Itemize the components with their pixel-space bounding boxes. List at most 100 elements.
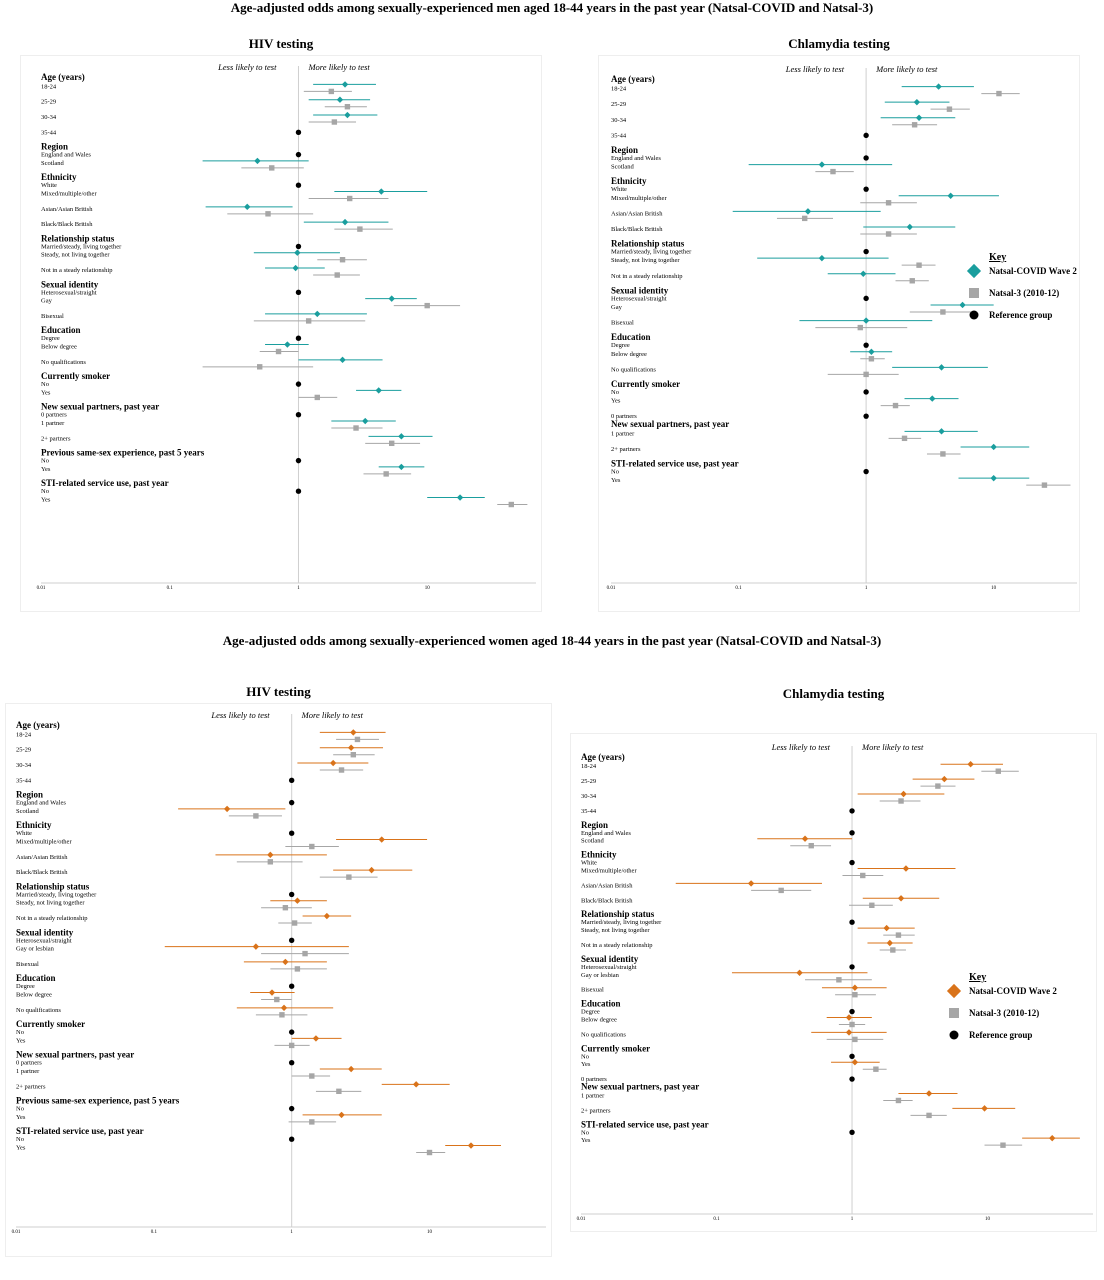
covid-point (467, 1142, 475, 1149)
covid-point (897, 895, 905, 902)
square-icon (963, 285, 985, 301)
reference-category-label: White (16, 830, 32, 837)
group-label: New sexual partners, past year (581, 1081, 699, 1091)
covid-point (804, 208, 812, 215)
covid-point (268, 989, 276, 996)
x-tick-label: 0.1 (167, 586, 174, 591)
x-tick-label: 1 (297, 586, 300, 591)
reference-category-label: Married/steady, living together (611, 249, 692, 256)
women-hiv-chart: Less likely to test More likely to test 0.… (12, 710, 546, 1235)
row-label: Steady, not living together (41, 252, 110, 259)
less-likely-annotation: Less likely to test (771, 742, 831, 752)
covid-point (323, 912, 331, 920)
key-item-reference: Reference group (963, 307, 1077, 323)
row-label: 1 partner (581, 1092, 605, 1099)
natsal3-point (353, 425, 359, 431)
covid-point (747, 880, 755, 887)
group-label: Ethnicity (41, 172, 77, 182)
group-label: Currently smoker (581, 1043, 650, 1053)
natsal3-point (274, 996, 280, 1003)
row-label: Below degree (16, 992, 52, 999)
natsal3-point (885, 231, 892, 237)
natsal3-point (424, 302, 430, 309)
reference-point (295, 335, 302, 341)
natsal3-point (291, 920, 298, 926)
natsal3-point (338, 767, 345, 773)
row-label: Mixed/multiple/other (16, 839, 72, 846)
group-label: Ethnicity (611, 176, 647, 186)
reference-category-label: Married/steady, living together (581, 919, 662, 926)
reference-point (849, 1053, 855, 1059)
more-likely-annotation: More likely to test (301, 710, 364, 720)
covid-point (947, 192, 954, 199)
covid-point (883, 924, 890, 932)
covid-point (915, 114, 923, 121)
natsal3-point (868, 356, 875, 362)
covid-point (280, 1004, 288, 1012)
reference-category-label: Degree (16, 983, 35, 990)
natsal3-point (946, 106, 953, 112)
row-label: 30-34 (16, 762, 32, 769)
reference-point (849, 1008, 855, 1015)
men-hiv-chart: Less likely to test More likely to test 0.… (37, 62, 536, 591)
covid-point (341, 218, 349, 226)
natsal3-point (995, 768, 1001, 774)
group-label: STI-related service use, past year (611, 459, 739, 469)
group-label: STI-related service use, past year (16, 1126, 144, 1136)
x-tick-label: 10 (991, 586, 997, 591)
natsal3-point (383, 471, 389, 477)
natsal3-point (895, 932, 902, 938)
covid-point (368, 866, 375, 874)
row-label: Steady, not living together (611, 257, 680, 264)
x-tick-label: 0.1 (713, 1217, 720, 1222)
row-label: Gay or lesbian (581, 972, 620, 979)
covid-point (967, 760, 974, 768)
natsal3-point (909, 278, 915, 284)
row-label: Asian/Asian British (611, 210, 663, 217)
reference-point (863, 468, 869, 475)
covid-point (938, 364, 945, 371)
group-label: Region (611, 145, 638, 155)
women-chlamydia-chart: Less likely to test More likely to test 0.… (577, 742, 1093, 1222)
natsal3-point (346, 874, 352, 880)
natsal3-point (863, 371, 869, 378)
covid-point (456, 494, 464, 501)
natsal3-point (508, 501, 514, 508)
natsal3-point (309, 843, 315, 850)
key-label: Reference group (969, 1030, 1033, 1040)
natsal3-point (926, 1112, 932, 1119)
diamond-icon (943, 983, 965, 999)
more-likely-annotation: More likely to test (875, 64, 938, 74)
natsal3-point (860, 872, 866, 879)
natsal3-point (852, 991, 858, 998)
men-section-title: Age-adjusted odds among sexually-experie… (230, 0, 874, 15)
group-label: Relationship status (611, 239, 685, 249)
group-label: New sexual partners, past year (611, 419, 729, 429)
reference-point (863, 132, 869, 139)
covid-point (941, 775, 948, 783)
natsal3-point (849, 1021, 855, 1028)
natsal3-point (267, 859, 274, 865)
key-label: Natsal-3 (2010-12) (989, 288, 1060, 298)
covid-point (990, 474, 997, 482)
natsal3-point (294, 966, 301, 972)
row-label: Not in a steady relationship (611, 273, 682, 280)
group-label: New sexual partners, past year (16, 1050, 134, 1060)
covid-point (845, 1014, 853, 1021)
group-label: Region (16, 790, 43, 800)
covid-point (913, 98, 921, 106)
row-label: Black/Black British (41, 221, 93, 228)
reference-point (288, 937, 295, 944)
group-label: Age (years) (41, 72, 85, 82)
reference-category-label: England and Wales (16, 800, 66, 807)
covid-point (1049, 1134, 1056, 1142)
natsal3-point (778, 887, 784, 894)
reference-point (863, 248, 869, 255)
row-label: 25-29 (41, 99, 56, 106)
covid-point (925, 1090, 933, 1097)
row-label: 2+ partners (611, 446, 641, 453)
natsal3-point (911, 122, 918, 128)
natsal3-point (334, 272, 340, 278)
reference-point (288, 799, 295, 806)
reference-point (295, 129, 302, 136)
